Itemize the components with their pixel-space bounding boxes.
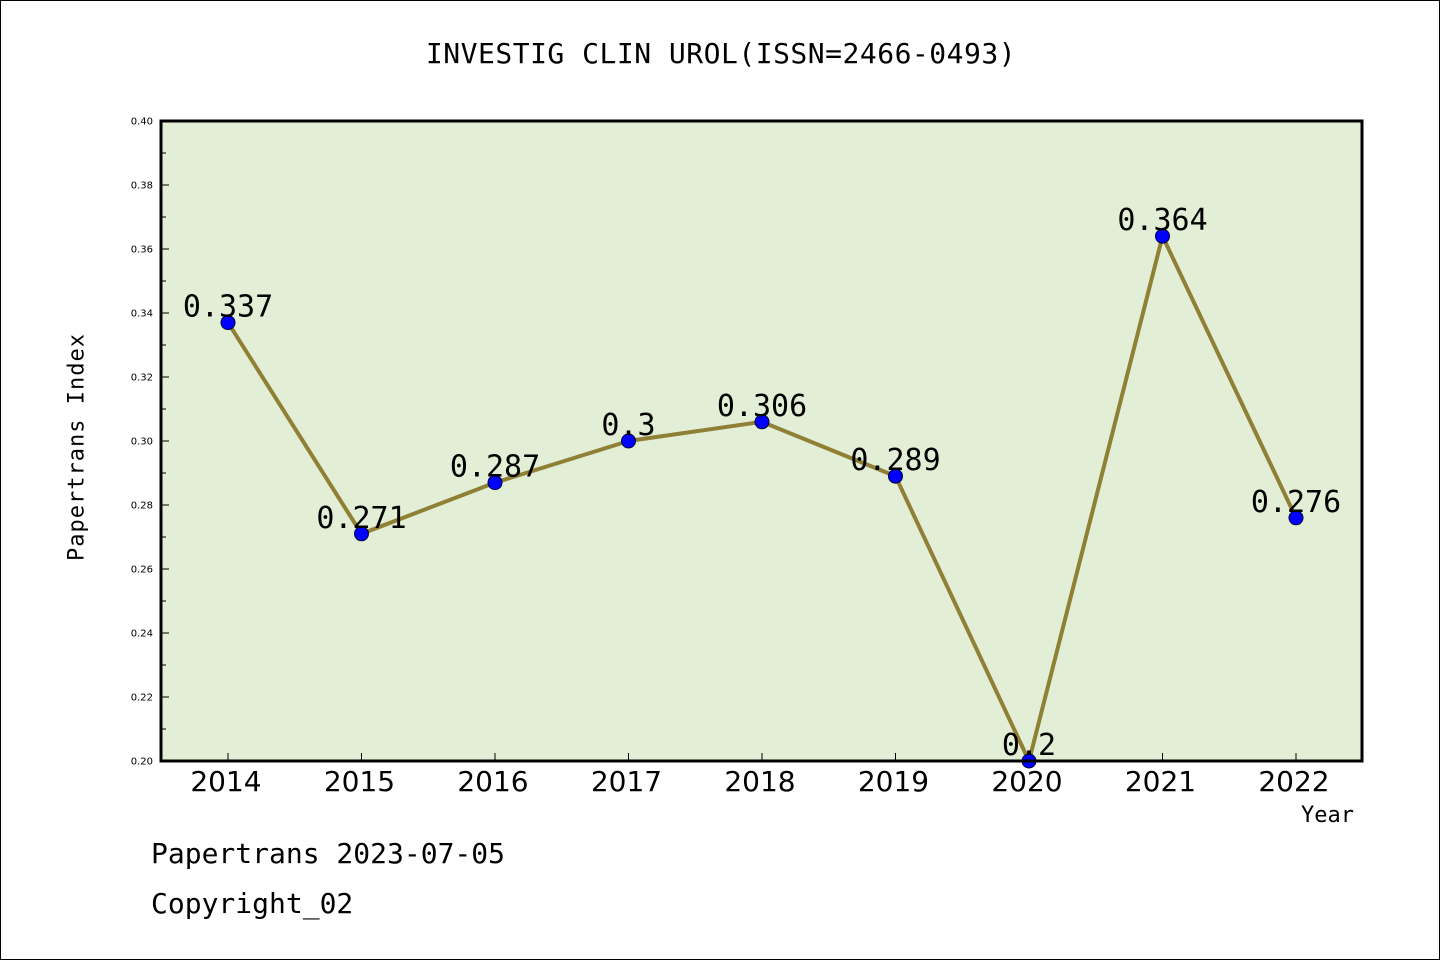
- y-tick-label: 0.24: [131, 629, 153, 640]
- y-tick-label: 0.34: [131, 309, 153, 320]
- footer-date: Papertrans 2023-07-05: [151, 837, 506, 870]
- y-tick-label: 0.38: [131, 181, 153, 192]
- data-label: 0.337: [183, 290, 273, 325]
- x-tick-label: 2015: [324, 765, 395, 798]
- y-tick-label: 0.40: [131, 117, 153, 128]
- plot-area: [161, 121, 1362, 761]
- footer-copyright: Copyright_02: [151, 887, 354, 920]
- data-label: 0.364: [1117, 203, 1207, 238]
- x-tick-label: 2017: [591, 765, 662, 798]
- x-tick-label: 2020: [991, 765, 1062, 798]
- y-tick-label: 0.20: [131, 757, 153, 768]
- x-tick-label: 2014: [190, 765, 261, 798]
- x-tick-label: 2021: [1125, 765, 1196, 798]
- data-label: 0.271: [316, 501, 406, 536]
- data-label: 0.2: [1002, 728, 1056, 763]
- y-tick-label: 0.36: [131, 245, 153, 256]
- data-point: [220, 315, 236, 331]
- data-labels: 0.337 0.271 0.287 0.3 0.306 0.289 0.2 0.364 0.27…: [183, 203, 1341, 763]
- chart-title: INVESTIG CLIN UROL(ISSN=2466-0493): [425, 37, 1017, 70]
- y-tick-label: 0.22: [131, 693, 153, 704]
- data-point: [754, 414, 770, 430]
- data-label: 0.306: [717, 389, 807, 424]
- data-point: [354, 526, 369, 542]
- data-point: [487, 475, 503, 491]
- data-point: [888, 468, 903, 484]
- x-tick-label: 2019: [858, 765, 929, 798]
- data-point: [1155, 228, 1170, 244]
- y-tick-label: 0.32: [131, 373, 153, 384]
- x-axis-label: Year: [1301, 803, 1354, 828]
- y-tick-label: 0.26: [131, 565, 153, 576]
- x-tick-label: 2016: [457, 765, 528, 798]
- data-label: 0.287: [450, 450, 540, 485]
- data-label: 0.3: [601, 408, 655, 443]
- data-label: 0.289: [850, 443, 940, 478]
- x-tick-label: 2022: [1258, 765, 1329, 798]
- data-point: [1288, 510, 1304, 526]
- data-point: [621, 433, 636, 449]
- data-label: 0.276: [1251, 485, 1341, 520]
- y-tick-label: 0.28: [131, 501, 153, 512]
- y-tick-label: 0.30: [131, 437, 153, 448]
- x-axis: 2014 2015 2016 2017 2018 2019 2020 2021 2022: [190, 753, 1330, 798]
- plot-border: [159, 119, 1364, 763]
- x-tick-label: 2018: [724, 765, 795, 798]
- y-axis: 0.20 0.22 0.24 0.26 0.28 0.30 0.32 0.34 0.36 0.38…: [131, 117, 169, 768]
